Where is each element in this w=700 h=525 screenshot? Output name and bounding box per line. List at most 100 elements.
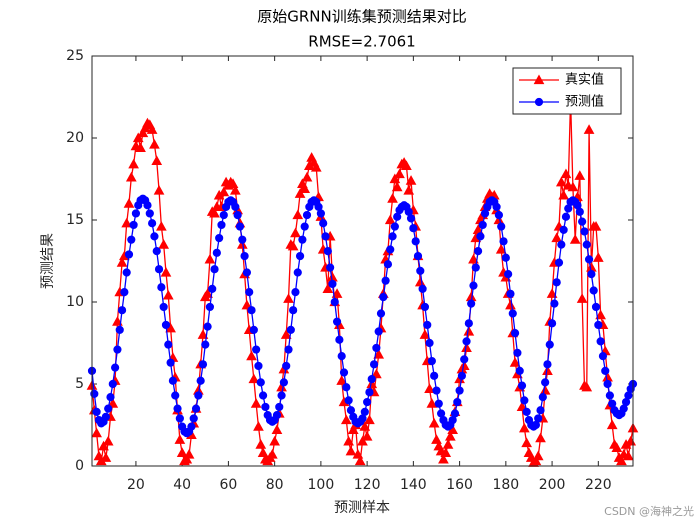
data-point: [510, 329, 520, 338]
data-point: [580, 227, 589, 236]
data-point: [464, 319, 473, 328]
data-point: [120, 288, 129, 297]
data-point: [335, 335, 344, 344]
data-point: [229, 184, 241, 195]
data-point: [595, 309, 606, 320]
data-point: [590, 221, 602, 231]
data-point: [497, 222, 506, 231]
data-point: [534, 414, 543, 423]
data-point: [330, 297, 339, 307]
data-point: [584, 255, 594, 264]
data-point: [152, 247, 161, 256]
data-point: [411, 237, 420, 246]
data-point: [536, 406, 545, 415]
data-point: [107, 398, 119, 408]
data-point: [389, 173, 401, 184]
data-point: [98, 440, 109, 451]
data-point: [440, 447, 452, 457]
data-point: [310, 161, 322, 172]
data-point: [255, 439, 267, 449]
data-point: [111, 363, 120, 372]
data-point: [286, 325, 295, 334]
data-point: [508, 309, 517, 318]
data-point: [137, 127, 149, 138]
data-point: [102, 435, 114, 446]
data-point: [249, 325, 258, 334]
y-tick-label: 0: [75, 458, 84, 474]
data-point: [499, 237, 508, 246]
data-point: [515, 366, 524, 375]
plot-frame: [91, 55, 634, 467]
y-tick-label: 15: [66, 212, 84, 228]
data-point: [403, 184, 415, 195]
data-point: [322, 283, 334, 293]
data-point: [560, 168, 572, 179]
data-point: [390, 222, 399, 231]
data-point: [101, 412, 110, 421]
legend-marker: [533, 74, 545, 85]
data-point: [122, 268, 131, 277]
data-point: [461, 342, 472, 353]
data-point: [135, 142, 146, 152]
y-tick-label: 25: [66, 48, 84, 64]
data-point: [383, 260, 393, 269]
data-point: [516, 401, 528, 412]
data-point: [457, 371, 467, 380]
data-point: [445, 430, 456, 441]
data-point: [394, 168, 405, 179]
data-point: [543, 360, 552, 369]
y-tick-label: 10: [66, 294, 84, 310]
data-point: [275, 402, 284, 412]
x-tick-label: 160: [446, 477, 473, 493]
data-point: [354, 455, 366, 466]
data-point: [506, 289, 515, 298]
data-point: [574, 170, 586, 180]
data-point: [371, 368, 382, 379]
y-tick-label: 5: [75, 376, 84, 392]
data-point: [247, 306, 256, 315]
data-point: [158, 239, 170, 249]
data-point: [246, 350, 257, 361]
x-tick-label: 40: [173, 477, 191, 493]
chart-subtitle: RMSE=2.7061: [308, 33, 415, 51]
data-point: [463, 325, 475, 336]
data-point: [132, 132, 144, 143]
data-point: [591, 302, 601, 312]
data-point: [328, 279, 337, 289]
data-point: [191, 404, 201, 413]
data-point: [336, 375, 348, 385]
data-point: [494, 210, 504, 220]
data-point: [344, 396, 353, 405]
data-point: [520, 396, 529, 405]
data-point: [316, 209, 325, 218]
data-point: [146, 124, 158, 134]
data-point: [360, 407, 369, 416]
data-point: [218, 186, 230, 197]
data-point: [293, 268, 302, 277]
data-point: [567, 181, 579, 192]
data-point: [332, 317, 342, 326]
data-point: [217, 220, 226, 230]
x-tick-label: 180: [492, 477, 519, 493]
data-point: [108, 379, 117, 389]
data-point: [420, 302, 430, 312]
data-point: [245, 288, 254, 297]
data-point: [532, 450, 544, 461]
data-point: [517, 381, 527, 390]
data-point: [128, 158, 139, 169]
data-point: [204, 253, 216, 264]
legend-marker: [534, 97, 544, 107]
data-point: [235, 222, 245, 231]
data-point: [372, 343, 381, 353]
data-point: [578, 217, 587, 226]
data-point: [292, 209, 304, 220]
data-point: [386, 245, 395, 254]
data-point: [202, 288, 213, 298]
data-point: [339, 368, 349, 377]
data-point: [289, 306, 298, 315]
data-point: [434, 399, 443, 408]
data-point: [471, 263, 480, 272]
data-point: [143, 201, 152, 210]
data-point: [294, 188, 306, 198]
